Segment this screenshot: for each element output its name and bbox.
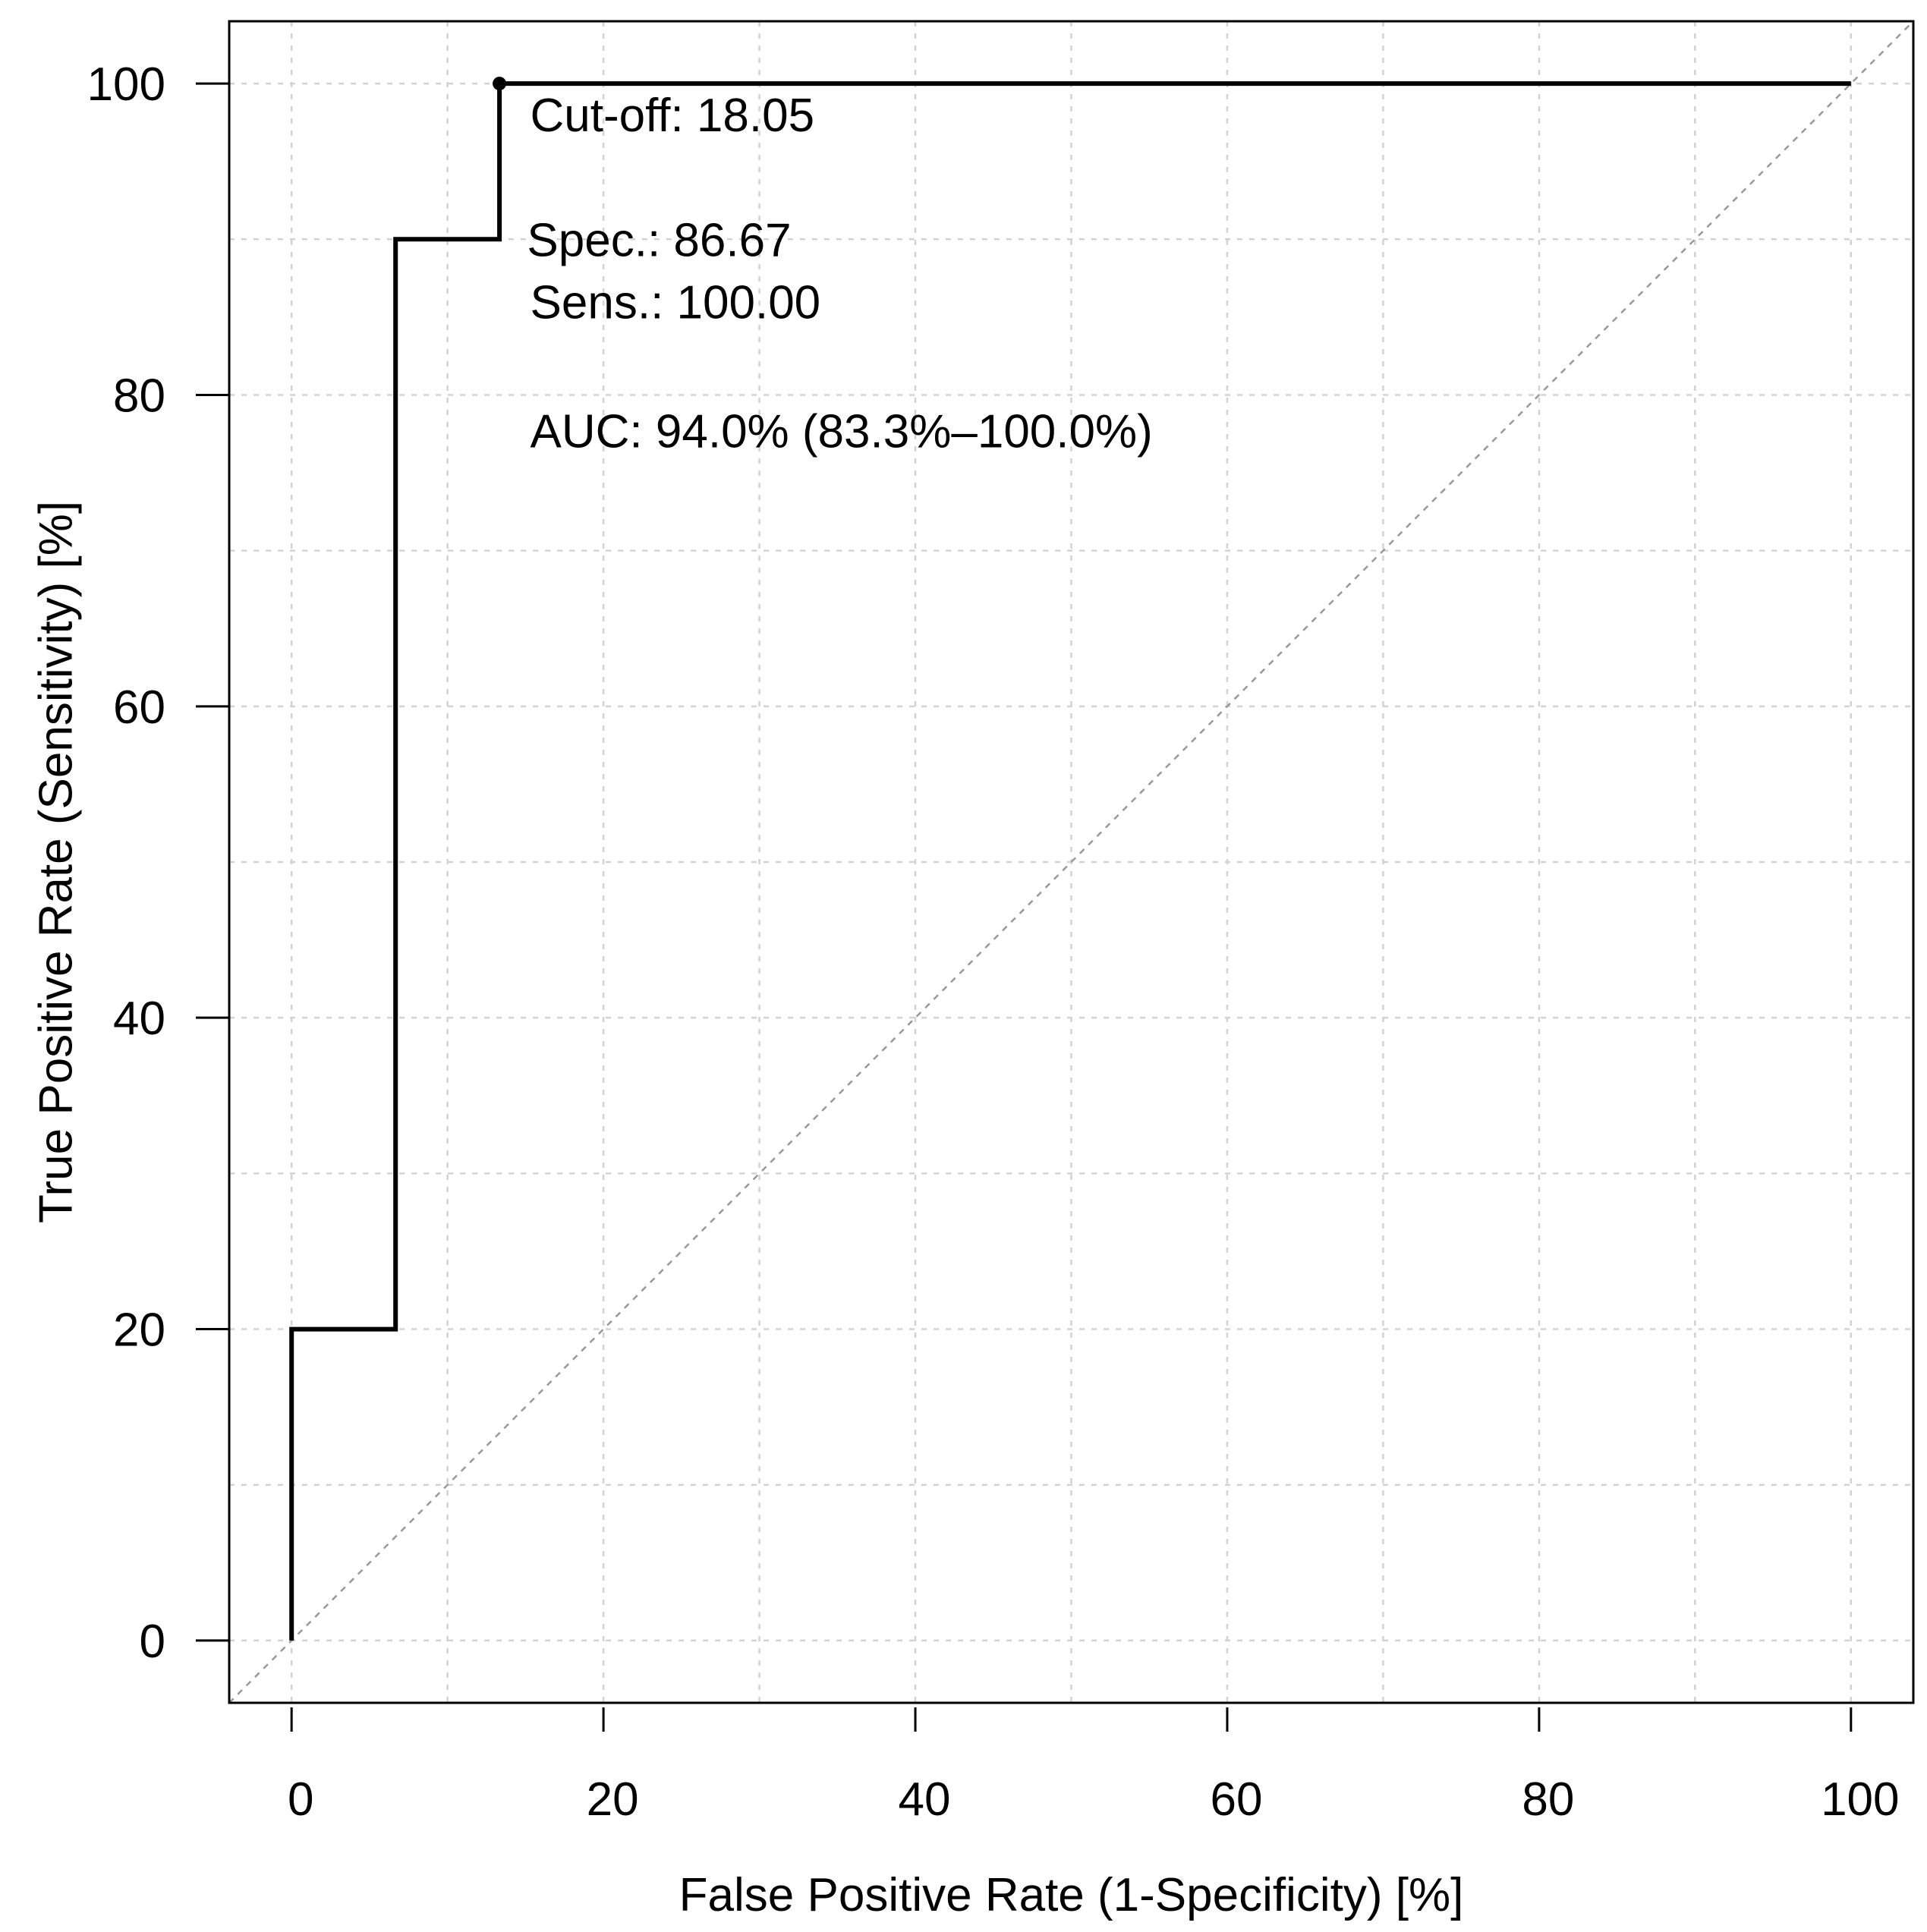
x-tick-label: 0 <box>288 1773 313 1826</box>
plot-frame <box>228 20 1915 1704</box>
x-axis: 0 20 40 60 80 100 <box>288 1707 1900 1826</box>
x-axis-title: False Positive Rate (1-Specificity) [%] <box>679 1869 1464 1921</box>
y-tick-label: 20 <box>113 1304 165 1357</box>
x-tick-label: 60 <box>1210 1773 1262 1826</box>
y-axis-title: True Positive Rate (Sensitivity) [%] <box>30 501 82 1223</box>
annotation-auc: AUC: 94.0% (83.3%–100.0%) <box>531 406 1153 458</box>
annotation-cutoff: Cut-off: 18.05 <box>531 90 815 142</box>
y-tick-label: 0 <box>140 1616 165 1668</box>
x-tick-label: 40 <box>899 1773 951 1826</box>
reference-diagonal-line <box>228 20 1914 1704</box>
y-tick-label: 60 <box>113 681 165 734</box>
annotation-specificity: Spec.: 86.67 <box>527 214 791 266</box>
y-tick-label: 40 <box>113 993 165 1045</box>
grid-lines <box>229 21 1913 1703</box>
y-axis: 0 20 40 60 80 100 <box>87 58 229 1668</box>
x-tick-label: 80 <box>1522 1773 1574 1826</box>
x-tick-label: 20 <box>587 1773 639 1826</box>
y-tick-label: 100 <box>87 58 165 111</box>
x-tick-label: 100 <box>1821 1773 1899 1826</box>
annotation-sensitivity: Sens.: 100.00 <box>531 276 821 329</box>
cutoff-point <box>493 77 507 91</box>
y-tick-label: 80 <box>113 370 165 422</box>
